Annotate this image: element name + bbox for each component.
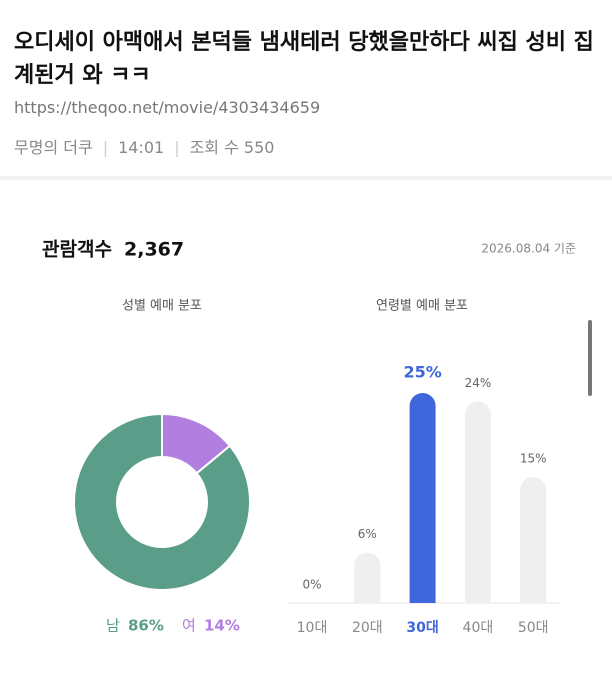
bar bbox=[409, 393, 436, 603]
x-tick-label: 40대 bbox=[463, 620, 494, 636]
chart-title: 연령별 예매 분포 bbox=[376, 299, 468, 314]
value-label: 24% bbox=[465, 376, 492, 390]
x-tick-label: 30대 bbox=[406, 620, 438, 636]
audience-count: 2,367 bbox=[124, 239, 184, 261]
value-label: 86% bbox=[128, 617, 164, 635]
separator: | bbox=[102, 138, 109, 157]
value-label: 6% bbox=[358, 527, 377, 541]
donut-slice bbox=[73, 412, 251, 591]
post-meta: 무명의 더쿠 | 14:01 | 조회 수 550 bbox=[14, 134, 274, 158]
value-label: 15% bbox=[520, 452, 547, 466]
divider bbox=[0, 176, 612, 180]
scrollbar[interactable] bbox=[588, 320, 592, 396]
separator: | bbox=[174, 138, 180, 157]
post-title: 오디세이 아맥애서 본덕들 냄새테러 당했을만하다 씨집 성비 집계된거 와 ㅋ… bbox=[14, 30, 594, 88]
x-tick-label: 10대 bbox=[297, 620, 328, 636]
post-url[interactable]: https://theqoo.net/movie/4303434659 bbox=[14, 98, 321, 117]
chart-title: 성별 예매 분포 bbox=[122, 299, 202, 314]
value-label: 25% bbox=[403, 363, 441, 382]
value-label: 0% bbox=[302, 578, 321, 592]
legend-category: 남 bbox=[106, 617, 120, 635]
author[interactable]: 무명의 더쿠 bbox=[14, 138, 93, 157]
bar bbox=[354, 552, 381, 603]
value-label: 14% bbox=[204, 617, 240, 635]
legend-category: 여 bbox=[182, 617, 196, 635]
bar bbox=[520, 477, 547, 603]
date: 2026.08.04 기준 bbox=[481, 242, 576, 256]
views: 550 bbox=[243, 138, 275, 157]
x-tick-label: 50대 bbox=[518, 620, 549, 636]
audience-label: 관람객수 bbox=[42, 239, 112, 261]
x-tick-label: 20대 bbox=[352, 620, 383, 636]
views-label: 조회 수 bbox=[189, 138, 239, 157]
time: 14:01 bbox=[118, 138, 165, 157]
bar bbox=[464, 401, 491, 603]
